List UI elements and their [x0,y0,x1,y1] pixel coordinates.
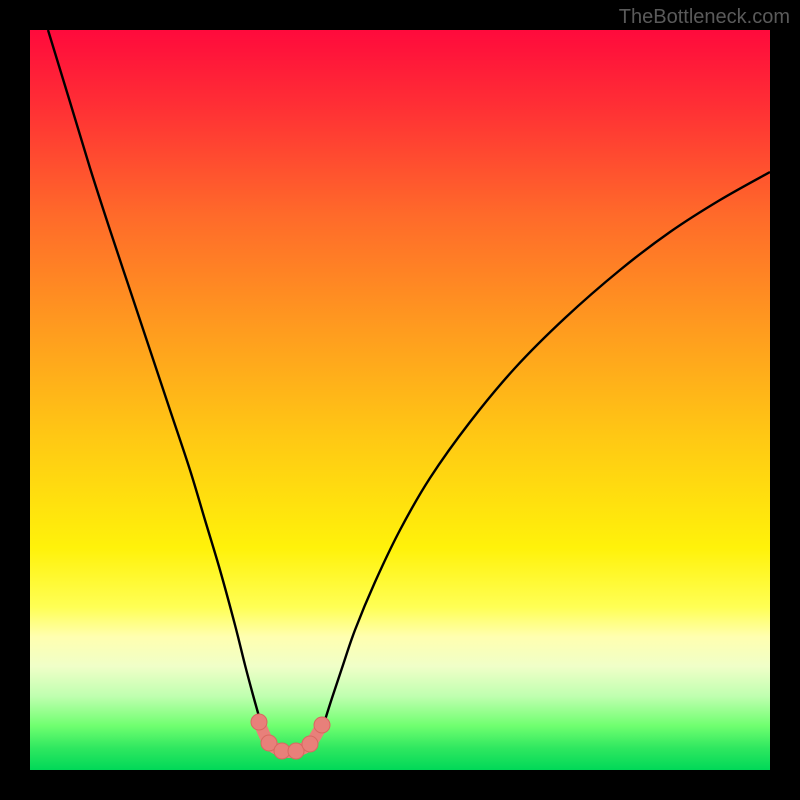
left-curve [48,30,260,720]
watermark-text: TheBottleneck.com [619,6,790,29]
right-curve [325,172,770,720]
curve-layer [30,30,770,770]
plot-area [30,30,770,770]
chart-container: TheBottleneck.com [0,0,800,800]
